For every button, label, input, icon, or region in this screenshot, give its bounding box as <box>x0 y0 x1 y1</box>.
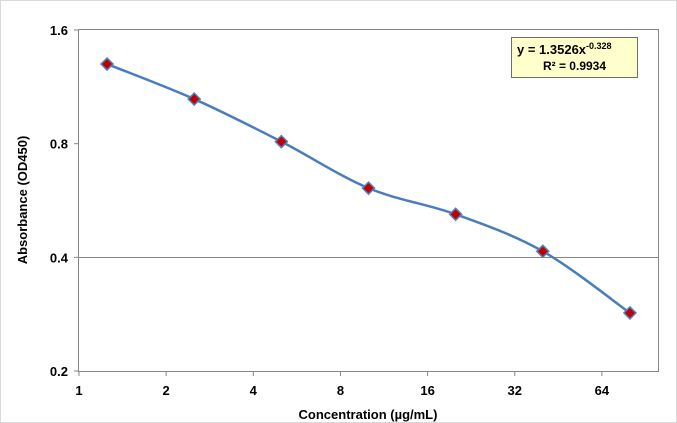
x-axis-ticks: 1 2 4 8 16 32 64 <box>75 371 610 398</box>
trendline-equation: y = 1.3526x-0.328 <box>517 41 612 57</box>
data-point-6 <box>622 305 638 320</box>
x-axis-title: Concentration (µg/mL) <box>299 407 438 422</box>
equation-prefix: y = 1.3526x <box>517 42 587 57</box>
y-axis-ticks: 0.2 0.4 0.8 1.6 <box>50 23 79 379</box>
x-tick-label-2: 4 <box>250 383 258 398</box>
y-tick-label-2: 0.8 <box>50 137 68 152</box>
y-tick-label-1: 0.4 <box>50 250 69 265</box>
trendline-equation-box: y = 1.3526x-0.328 R² = 0.9934 <box>511 37 638 78</box>
y-tick-label-0: 0.2 <box>50 364 68 379</box>
data-markers <box>99 56 638 320</box>
equation-exponent: -0.328 <box>586 41 612 51</box>
data-point-2 <box>274 134 289 149</box>
x-tick-label-6: 64 <box>595 383 610 398</box>
y-tick-label-3: 1.6 <box>50 23 68 38</box>
data-point-0 <box>99 56 115 72</box>
data-point-1 <box>187 92 202 107</box>
data-point-3 <box>361 181 376 196</box>
x-tick-label-5: 32 <box>508 383 522 398</box>
x-tick-label-1: 2 <box>163 383 170 398</box>
x-tick-label-0: 1 <box>75 383 82 398</box>
x-tick-label-3: 8 <box>337 383 344 398</box>
x-tick-label-4: 16 <box>420 383 434 398</box>
r-squared-value: R² = 0.9934 <box>542 59 607 73</box>
y-axis-title: Absorbance (OD450) <box>15 136 30 265</box>
data-point-5 <box>535 244 550 259</box>
data-point-4 <box>448 207 463 222</box>
plot-area <box>78 29 659 372</box>
